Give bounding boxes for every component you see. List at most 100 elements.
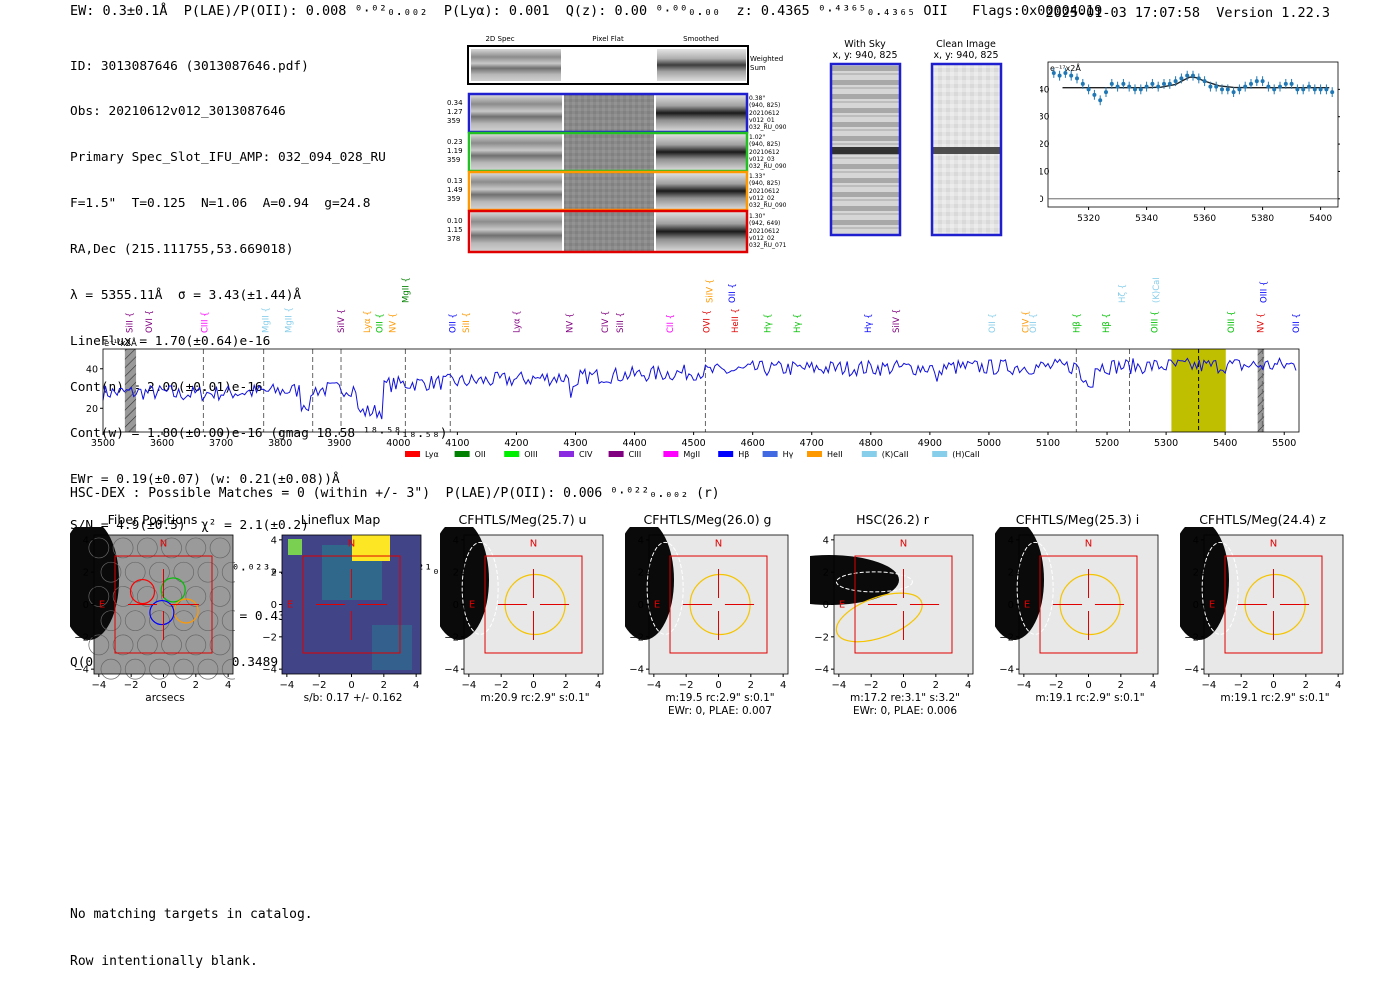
bright-source-blob (995, 527, 1044, 640)
zoom-data-point (1092, 89, 1097, 100)
svg-text:0.13: 0.13 (447, 177, 463, 185)
cutout-header-2d-spec: 2D Spec (485, 35, 514, 43)
panel-title: CFHTLS/Meg(25.3) i (1015, 512, 1140, 527)
svg-text:032_RU_090: 032_RU_090 (749, 202, 787, 209)
zoom-data-point (1220, 84, 1224, 95)
svg-text:0.34: 0.34 (447, 99, 463, 107)
info-line: Primary Spec_Slot_IFU_AMP: 032_094_028_R… (70, 150, 386, 166)
spectrum-line-label: NV { (388, 313, 398, 333)
panel-y-tick-label: −2 (999, 632, 1014, 643)
spectrum-x-tick-label: 4700 (800, 438, 824, 449)
bright-source-blob (810, 555, 899, 605)
search-box (302, 555, 401, 654)
north-marker: N (160, 538, 167, 549)
svg-text:v012_01: v012_01 (749, 117, 775, 124)
spectrum-line-label: SiIV { (706, 279, 716, 303)
svg-text:v012_02: v012_02 (749, 195, 775, 202)
zoom-data-point (1173, 76, 1178, 87)
panel-x-tick-label: 4 (780, 680, 786, 691)
spectrum-x-tick-label: 5100 (1036, 438, 1060, 449)
spectrum-x-tick-label: 4800 (859, 438, 883, 449)
panel-x-tick-label: 0 (1085, 680, 1091, 691)
with-sky-title: With Sky (844, 39, 886, 50)
info-line: F=1.5" T=0.125 N=1.06 A=0.94 g=24.8 (70, 196, 371, 212)
panel-x-tick-label: 2 (381, 680, 387, 691)
spectrum-line-label: OII { (728, 283, 738, 303)
panel-x-tick-label: 4 (595, 680, 601, 691)
panel-x-tick-label: −4 (1016, 680, 1031, 691)
info-line: λ = 5355.11Å σ = 3.43(±1.44)Å (70, 288, 302, 304)
spectrum-x-tick-label: 3800 (268, 438, 292, 449)
north-marker: N (1085, 538, 1092, 549)
panel-caption: m:19.1 rc:2.9" s:0.1" (1185, 692, 1365, 705)
weighted-label: Sum (750, 64, 766, 72)
panel-x-tick-label: 0 (160, 680, 166, 691)
spectrum-x-tick-label: 5300 (1154, 438, 1178, 449)
zoom-data-point (1127, 81, 1132, 92)
spectrum-legend-item: Hβ (718, 450, 749, 459)
north-marker: N (348, 538, 355, 549)
fiber-circle (129, 578, 156, 605)
fiber-circle (149, 599, 175, 626)
zoom-y-axis-label: e⁻¹⁷x2Å (1050, 62, 1081, 73)
north-marker: N (715, 538, 722, 549)
svg-text:(940, 825): (940, 825) (749, 102, 780, 109)
with-sky-coords: x, y: 940, 825 (832, 50, 897, 61)
north-marker: N (1270, 538, 1277, 549)
cutout-row-3: 0.13 1.49 359 1.33" (940, 825) 20210612 … (447, 170, 787, 212)
svg-text:(K)CaII: (K)CaII (882, 450, 909, 459)
panel-caption-line: arcsecs (145, 692, 185, 704)
spectrum-legend-item: CIII (608, 450, 641, 459)
zoom-data-point (1266, 81, 1271, 92)
spectrum-line-label: OII { (988, 313, 998, 333)
bright-source-blob (625, 527, 674, 640)
spectrum-legend-item: OII (454, 450, 486, 459)
panel-y-tick-label: 4 (83, 535, 89, 546)
panel-x-tick-label: −2 (1234, 680, 1249, 691)
header-timestamp-version: 2025-01-03 17:07:58 Version 1.22.3 (1045, 5, 1330, 21)
spectrum-line-label: OIII { (1260, 281, 1270, 303)
image-panel: CFHTLS/Meg(26.0) g N E −4 −4 −2 −2 0 0 2 2 4 4 m:19.5… (625, 512, 790, 727)
zoom-data-point (1283, 78, 1288, 89)
spectrum-line-label: NV { (1257, 313, 1267, 333)
svg-text:032_RU_090: 032_RU_090 (749, 163, 787, 170)
zoom-data-point (1104, 87, 1108, 98)
zoom-data-point (1133, 84, 1137, 95)
spectrum-x-tick-label: 5200 (1095, 438, 1119, 449)
panel-y-tick-label: 0 (1008, 600, 1014, 611)
spectrum-line-label: OII { (449, 313, 459, 333)
spectrum-x-tick-label: 5400 (1213, 438, 1237, 449)
zoom-data-point (1249, 78, 1253, 89)
spectrum-x-tick-label: 5500 (1272, 438, 1296, 449)
spectrum-x-tick-label: 4900 (918, 438, 942, 449)
zoom-data-point (1191, 70, 1195, 81)
panel-x-tick-label: 2 (563, 680, 569, 691)
search-box (1224, 555, 1323, 654)
svg-text:0.10: 0.10 (447, 217, 463, 225)
header-summary: EW: 0.3±0.1Å P(LAE)/P(OII): 0.008 ⁰·⁰²₀.… (70, 3, 1103, 19)
panel-caption-line: m:17.2 re:3.1" s:3.2" (850, 692, 960, 704)
panel-caption-line: m:19.5 rc:2.9" s:0.1" (665, 692, 775, 704)
cutout-row-4: 0.10 1.15 378 1.30" (942, 649) 20210612 … (447, 209, 787, 254)
panel-caption-line: EWr: 0, PLAE: 0.006 (852, 705, 958, 717)
spectrum-line-label: Lyα { (512, 310, 522, 333)
spectrum-line-label: MgII { (401, 278, 411, 303)
zoom-data-point (1214, 81, 1219, 92)
spectrum-line-label: CIII { (201, 311, 211, 333)
panel-x-tick-label: 4 (965, 680, 971, 691)
panel-y-tick-label: −2 (1184, 632, 1199, 643)
panel-y-tick-label: −4 (444, 665, 459, 676)
panel-x-tick-label: −2 (494, 680, 509, 691)
zoom-data-point (1295, 84, 1300, 95)
weighted-sum-2d (471, 49, 561, 81)
spectrum-line-label: Hγ { (864, 313, 874, 333)
panel-plot: N E −4−4 −2 −2 0 0 2 2 4 4 (625, 527, 789, 691)
spectrum-line-label: SiIV { (337, 309, 347, 333)
svg-text:Hγ: Hγ (783, 450, 794, 459)
zoom-data-point (1109, 78, 1114, 89)
spectrum-line-label: MgII { (261, 307, 271, 333)
spectrum-line-label: Lyα { (363, 310, 373, 333)
panel-image-bg (649, 535, 788, 674)
search-box (669, 555, 768, 654)
panel-y-tick-label: 0 (83, 600, 89, 611)
